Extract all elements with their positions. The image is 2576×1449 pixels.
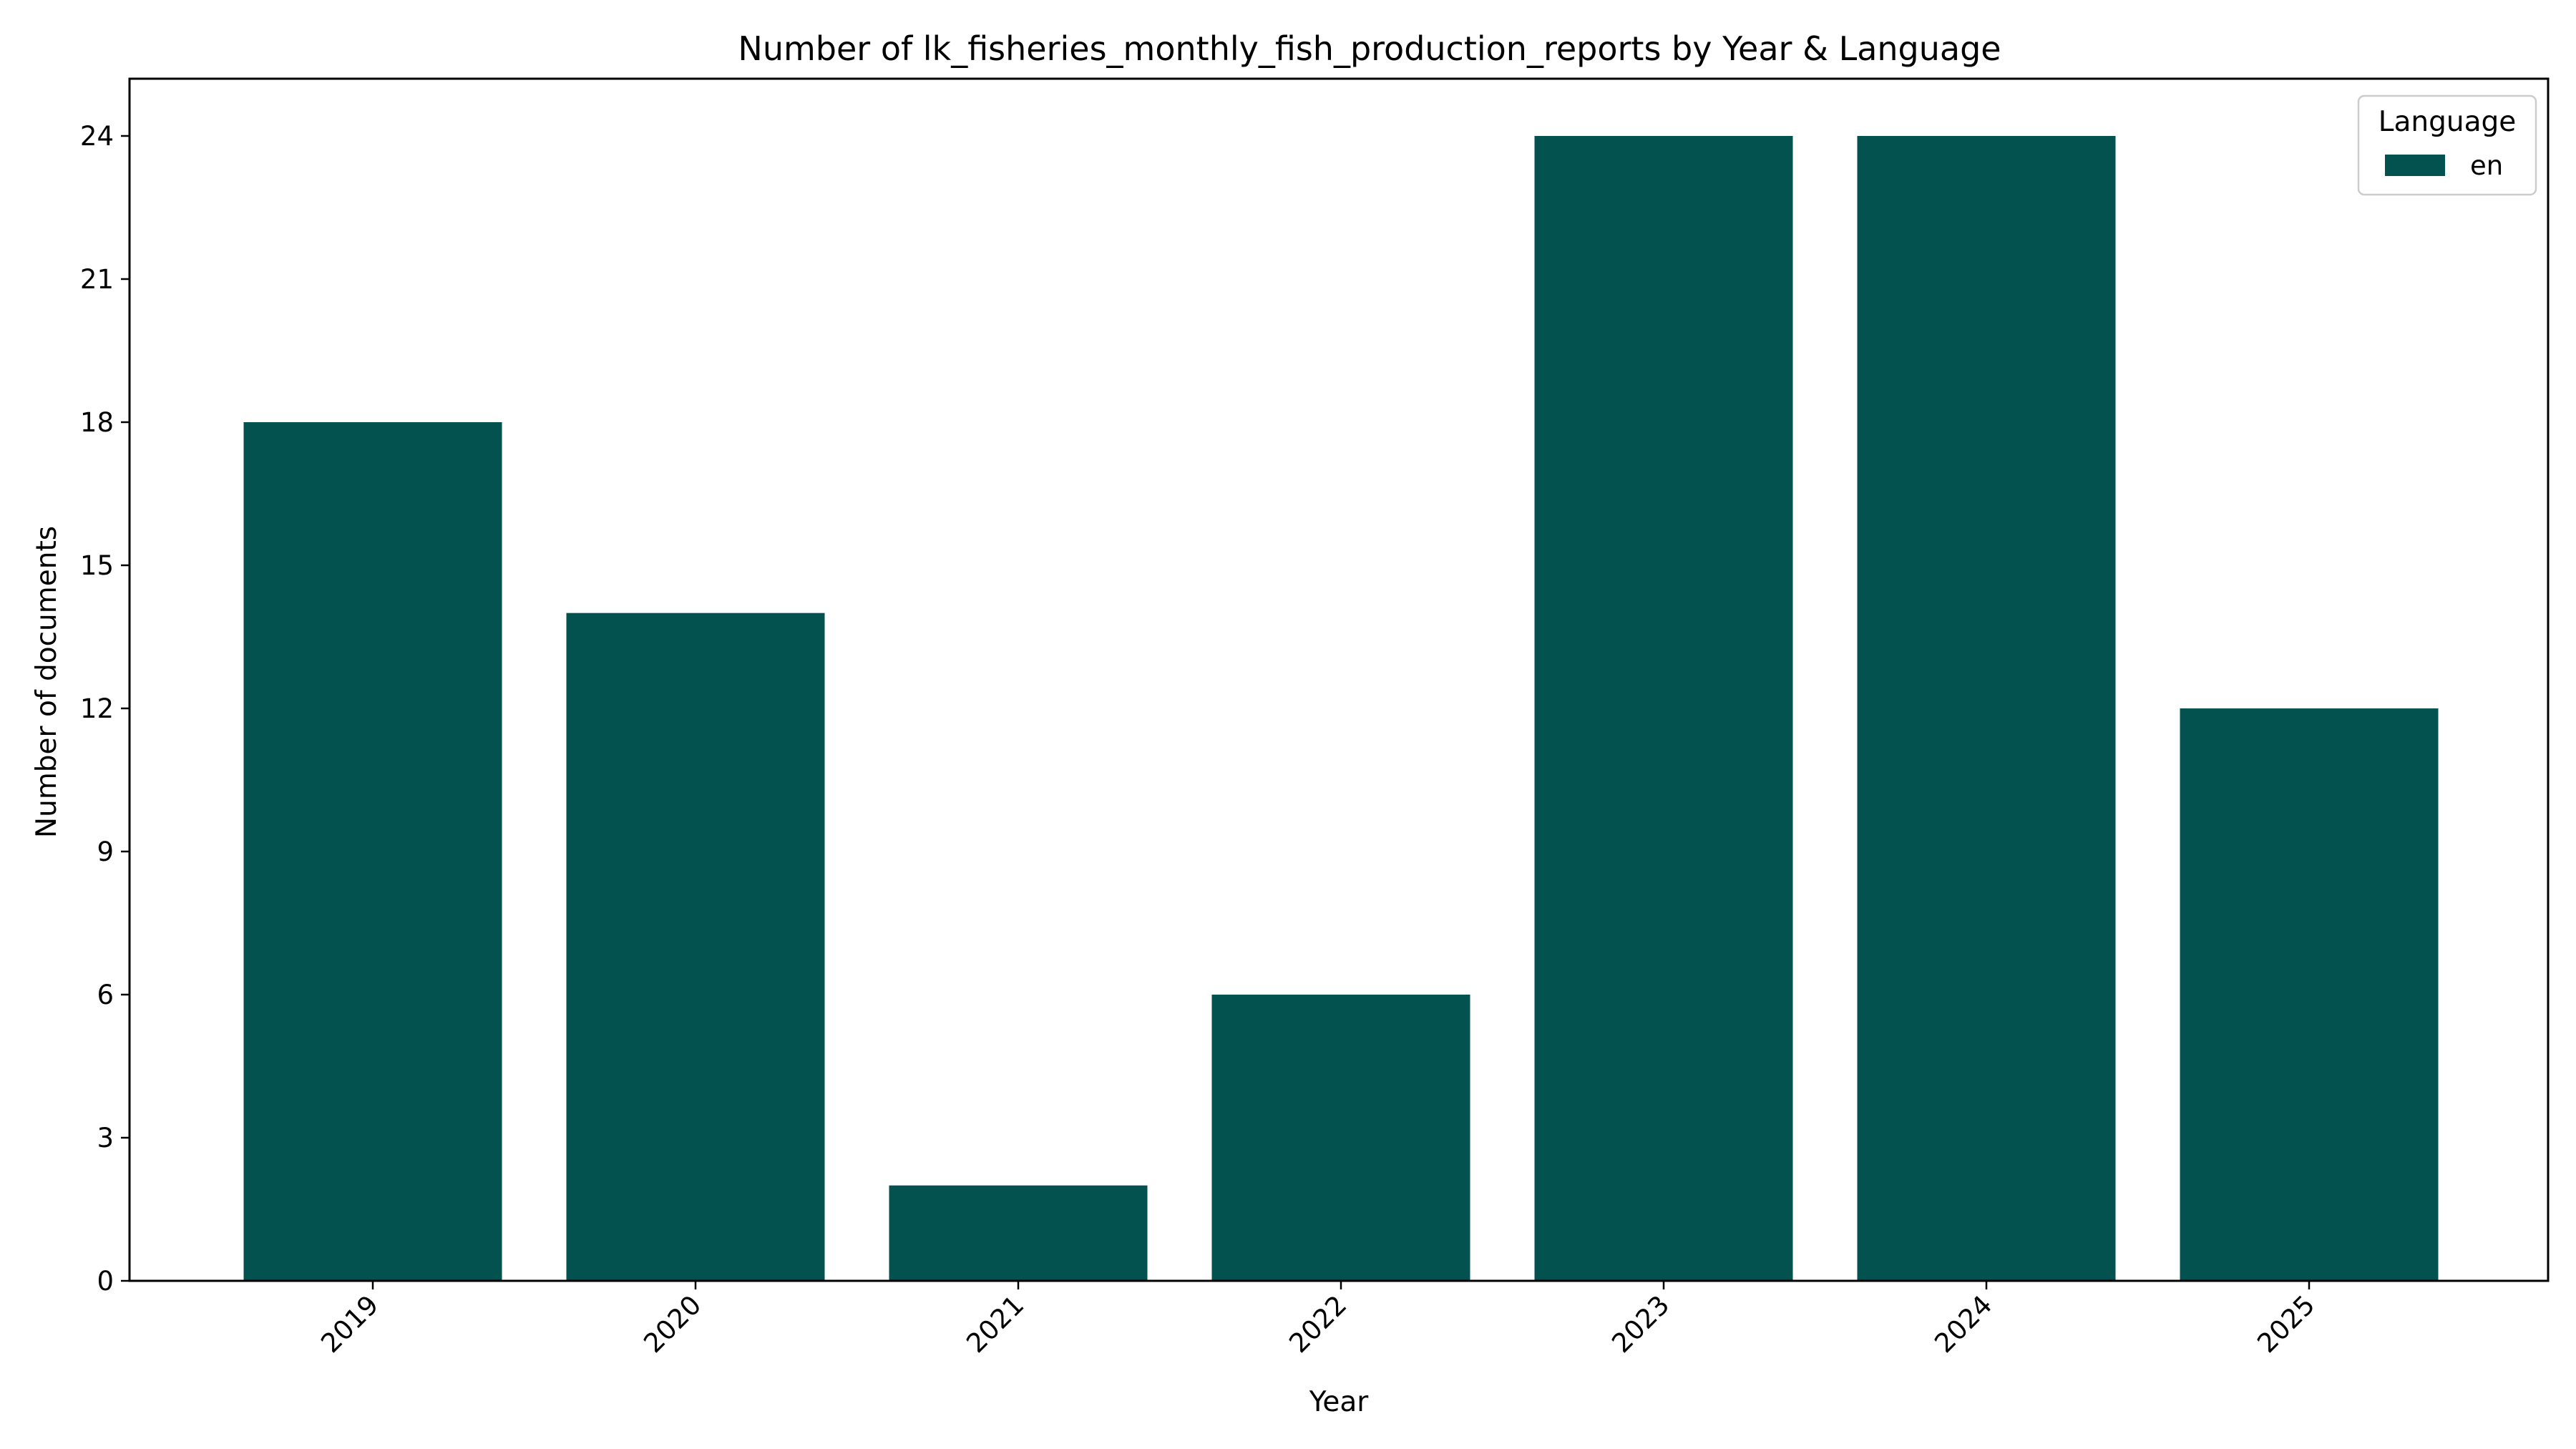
legend-title: Language (2379, 106, 2516, 138)
bar-2025 (2180, 708, 2439, 1281)
y-tick-label-24: 24 (80, 121, 114, 152)
bar-2020 (566, 613, 825, 1281)
bar-2023 (1534, 136, 1793, 1281)
bars-group (243, 136, 2439, 1281)
y-tick-label-15: 15 (80, 550, 114, 581)
chart-title: Number of lk_fisheries_monthly_fish_prod… (738, 29, 2001, 68)
y-tick-label-9: 9 (97, 836, 114, 867)
y-tick-label-12: 12 (80, 693, 114, 724)
x-tick-label-2025: 2025 (2251, 1289, 2321, 1359)
y-axis-label: Number of documents (31, 526, 63, 838)
x-tick-label-2022: 2022 (1283, 1289, 1352, 1359)
y-tick-label-0: 0 (97, 1266, 114, 1297)
y-tick-label-18: 18 (80, 407, 114, 438)
legend-swatch-en (2385, 155, 2445, 176)
bar-2021 (889, 1185, 1148, 1281)
bar-2024 (1857, 136, 2116, 1281)
y-tick-label-21: 21 (80, 264, 114, 295)
x-tick-label-2019: 2019 (315, 1289, 384, 1359)
legend-label-en: en (2470, 150, 2503, 181)
y-tick-label-6: 6 (97, 980, 114, 1010)
x-tick-label-2024: 2024 (1928, 1289, 1998, 1359)
x-axis-label: Year (1309, 1386, 1370, 1418)
plot-frame (128, 77, 2550, 1282)
x-tick-label-2023: 2023 (1606, 1289, 1675, 1359)
y-axis: 0 3 6 9 12 15 18 21 24 (80, 121, 130, 1297)
bar-2022 (1211, 995, 1470, 1281)
legend: Language en (2357, 94, 2537, 196)
bar-2019 (243, 422, 502, 1281)
x-tick-label-2020: 2020 (638, 1289, 707, 1359)
x-axis: 2019 2020 2021 2022 2023 2024 2025 (315, 1281, 2321, 1359)
y-tick-label-3: 3 (97, 1123, 114, 1153)
x-tick-label-2021: 2021 (960, 1289, 1030, 1359)
